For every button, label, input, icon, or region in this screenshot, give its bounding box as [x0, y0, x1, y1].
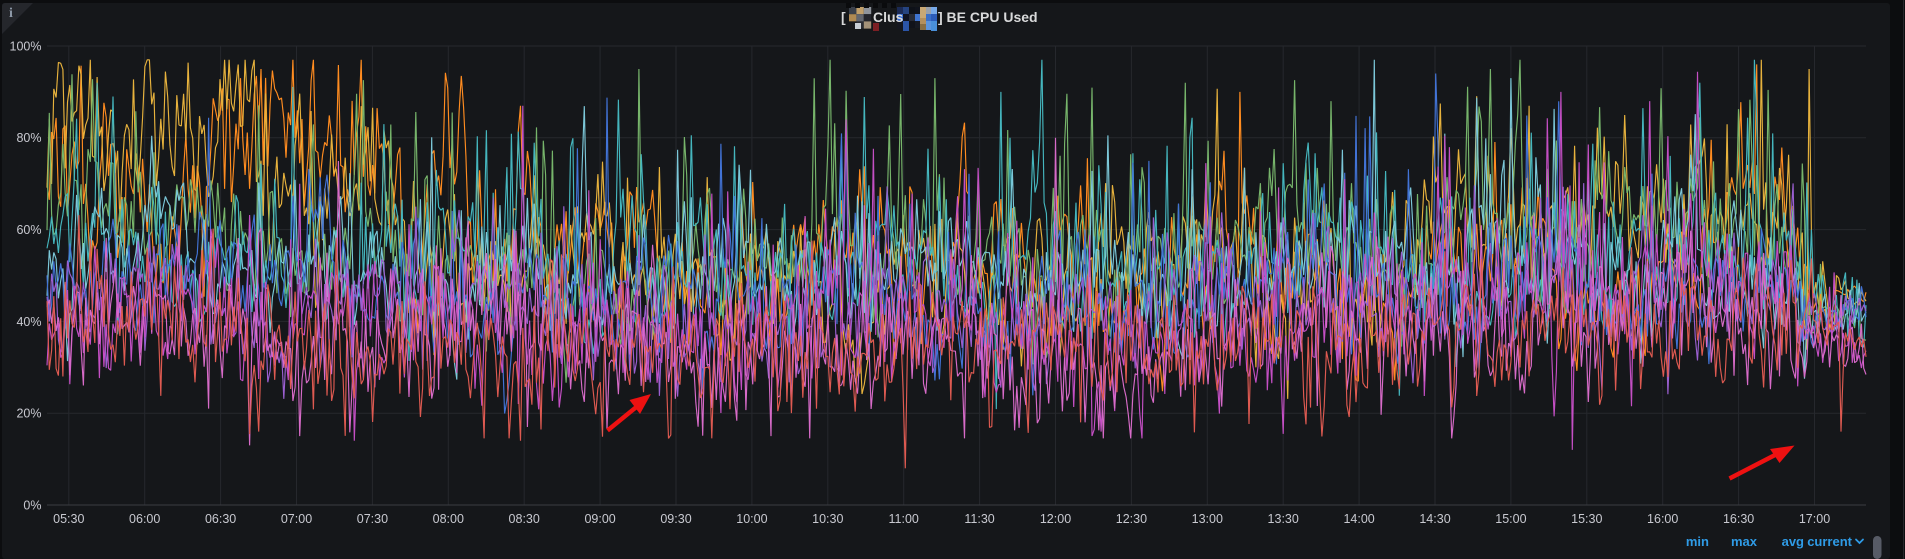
svg-text:09:30: 09:30 — [660, 512, 691, 526]
svg-text:16:00: 16:00 — [1647, 512, 1678, 526]
svg-text:07:30: 07:30 — [357, 512, 388, 526]
svg-text:40%: 40% — [16, 315, 41, 329]
svg-text:09:00: 09:00 — [584, 512, 615, 526]
svg-text:10:00: 10:00 — [736, 512, 767, 526]
svg-text:14:00: 14:00 — [1343, 512, 1374, 526]
svg-text:12:30: 12:30 — [1116, 512, 1147, 526]
svg-text:20%: 20% — [16, 407, 41, 421]
svg-text:16:30: 16:30 — [1723, 512, 1754, 526]
svg-text:current: current — [1807, 534, 1852, 549]
svg-text:08:00: 08:00 — [433, 512, 464, 526]
svg-text:06:00: 06:00 — [129, 512, 160, 526]
svg-text:14:30: 14:30 — [1419, 512, 1450, 526]
svg-text:] BE CPU Used: ] BE CPU Used — [938, 9, 1038, 25]
svg-text:100%: 100% — [10, 39, 42, 53]
svg-text:avg: avg — [1782, 534, 1804, 549]
svg-text:15:00: 15:00 — [1495, 512, 1526, 526]
svg-text:60%: 60% — [16, 223, 41, 237]
svg-text:11:00: 11:00 — [889, 512, 919, 526]
svg-text:Clus: Clus — [873, 9, 904, 25]
svg-text:80%: 80% — [16, 131, 41, 145]
svg-text:17:00: 17:00 — [1799, 512, 1830, 526]
svg-text:min: min — [1686, 534, 1709, 549]
svg-text:13:00: 13:00 — [1192, 512, 1223, 526]
svg-text:0%: 0% — [23, 498, 41, 512]
svg-text:max: max — [1731, 534, 1758, 549]
svg-text:08:30: 08:30 — [509, 512, 540, 526]
svg-text:05:30: 05:30 — [53, 512, 84, 526]
svg-text:06:30: 06:30 — [205, 512, 236, 526]
svg-text:15:30: 15:30 — [1571, 512, 1602, 526]
svg-text:i: i — [9, 6, 13, 21]
svg-text:13:30: 13:30 — [1268, 512, 1299, 526]
svg-text:07:00: 07:00 — [281, 512, 312, 526]
svg-text:[: [ — [841, 9, 846, 25]
svg-text:12:00: 12:00 — [1040, 512, 1071, 526]
svg-text:10:30: 10:30 — [812, 512, 843, 526]
svg-text:11:30: 11:30 — [964, 512, 994, 526]
